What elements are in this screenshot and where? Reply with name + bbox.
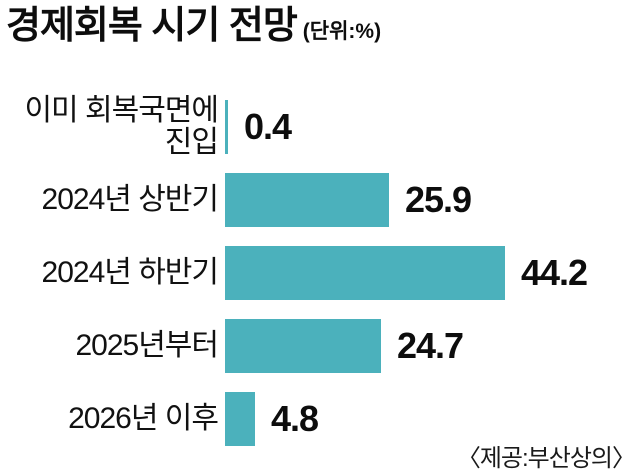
value-label: 25.9 <box>405 178 472 220</box>
bar-chart: 이미 회복국면에 진입 0.4 2024년 상반기 25.9 2024년 하반기 44.2… <box>0 90 640 455</box>
bar <box>225 391 255 446</box>
bar-area: 25.9 <box>225 163 640 236</box>
bar-area: 44.2 <box>225 236 640 309</box>
value-label: 24.7 <box>397 324 464 366</box>
value-label: 4.8 <box>271 397 319 439</box>
bar-row: 2026년 이후 4.8 <box>0 382 640 455</box>
value-label: 44.2 <box>521 251 588 293</box>
category-label: 2025년부터 <box>75 328 219 362</box>
bar-area: 4.8 <box>225 382 640 455</box>
category-label: 이미 회복국면에 진입 <box>24 94 219 159</box>
bar-area: 0.4 <box>225 90 640 163</box>
category-label: 2024년 하반기 <box>41 255 219 289</box>
category-label: 2026년 이후 <box>68 401 219 435</box>
bar-row: 이미 회복국면에 진입 0.4 <box>0 90 640 163</box>
bar-row: 2024년 상반기 25.9 <box>0 163 640 236</box>
chart-header: 경제회복 시기 전망 (단위:%) <box>0 0 640 56</box>
source-label: 〈제공:부산상의〉 <box>456 445 636 472</box>
unit-label: (단위:%) <box>302 20 382 43</box>
bar <box>225 318 381 373</box>
bar-row: 2025년부터 24.7 <box>0 309 640 382</box>
bar-area: 24.7 <box>225 309 640 382</box>
bar <box>225 245 505 300</box>
bar <box>225 172 389 227</box>
category-label: 2024년 상반기 <box>41 182 219 216</box>
value-label: 0.4 <box>244 105 292 147</box>
chart-title: 경제회복 시기 전망 <box>6 5 298 47</box>
bar <box>225 99 228 154</box>
bar-row: 2024년 하반기 44.2 <box>0 236 640 309</box>
